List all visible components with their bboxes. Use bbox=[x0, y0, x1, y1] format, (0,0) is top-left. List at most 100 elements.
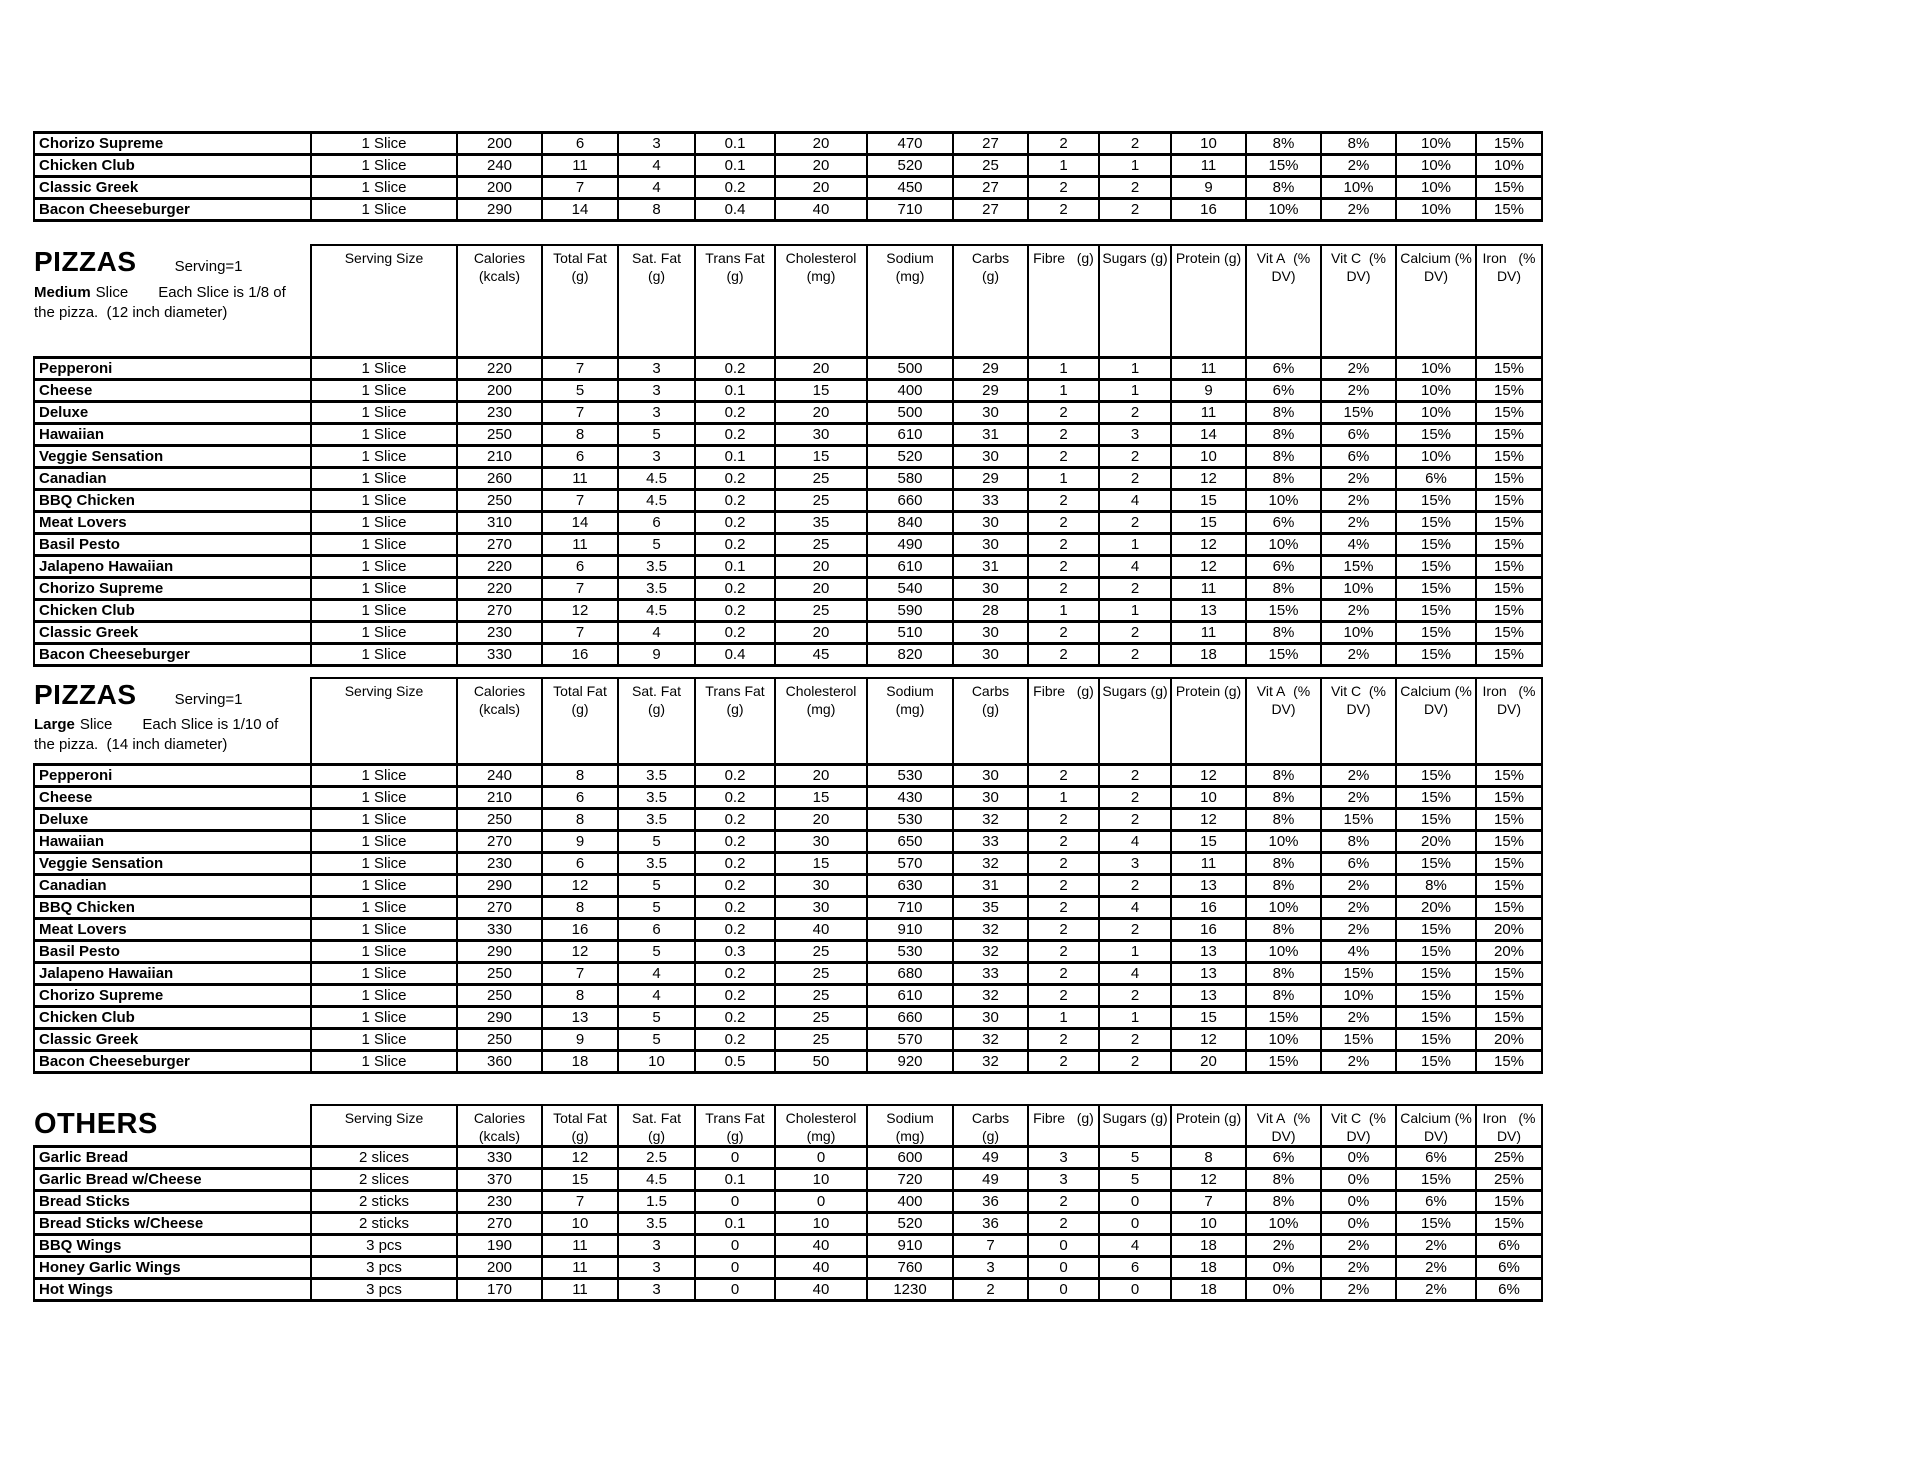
item-name-cell: Classic Greek bbox=[33, 175, 312, 200]
value-cell-trans-fat: 0.2 bbox=[694, 355, 776, 381]
table-row: Chicken Club 1 Slice 290 13 5 0.2 25 660 30 1 1 15 1… bbox=[33, 1005, 1543, 1030]
value-cell-calcium: 10% bbox=[1395, 399, 1477, 425]
value-cell-trans-fat: 0.2 bbox=[694, 597, 776, 623]
value-cell-carbs: 30 bbox=[952, 785, 1029, 810]
value-cell-total-fat: 12 bbox=[541, 597, 619, 623]
value-cell-calories: 330 bbox=[456, 641, 543, 667]
value-cell-sat-fat: 5 bbox=[617, 829, 696, 854]
value-cell-fibre: 2 bbox=[1027, 197, 1100, 222]
value-cell-sodium: 680 bbox=[866, 961, 954, 986]
value-cell-iron: 15% bbox=[1475, 895, 1543, 920]
value-cell-sodium: 610 bbox=[866, 983, 954, 1008]
value-cell-calories: 250 bbox=[456, 807, 543, 832]
value-cell-protein: 18 bbox=[1170, 1255, 1247, 1281]
item-name-cell: Deluxe bbox=[33, 399, 312, 425]
value-cell-iron: 15% bbox=[1475, 1189, 1543, 1215]
value-cell-total-fat: 18 bbox=[541, 1049, 619, 1074]
value-cell-vit-c: 2% bbox=[1320, 153, 1397, 178]
value-cell-vit-c: 2% bbox=[1320, 465, 1397, 491]
value-cell-calories: 330 bbox=[456, 917, 543, 942]
table-row: Chorizo Supreme 1 Slice 250 8 4 0.2 25 610 32 2 2 1… bbox=[33, 983, 1543, 1008]
value-cell-cholesterol: 30 bbox=[774, 873, 868, 898]
section-subtitle: Medium Slice Each Slice is 1/8 of bbox=[34, 284, 304, 301]
value-cell-carbs: 33 bbox=[952, 487, 1029, 513]
value-cell-vit-a: 15% bbox=[1245, 1049, 1322, 1074]
value-cell-total-fat: 8 bbox=[541, 421, 619, 447]
value-cell-calories: 250 bbox=[456, 421, 543, 447]
item-name-cell: Pepperoni bbox=[33, 355, 312, 381]
value-cell-sugars: 1 bbox=[1098, 939, 1172, 964]
value-cell-sugars: 2 bbox=[1098, 983, 1172, 1008]
value-cell-vit-a: 8% bbox=[1245, 443, 1322, 469]
value-cell-vit-a: 8% bbox=[1245, 131, 1322, 156]
value-cell-trans-fat: 0.2 bbox=[694, 785, 776, 810]
value-cell-cholesterol: 20 bbox=[774, 175, 868, 200]
value-cell-sugars: 1 bbox=[1098, 597, 1172, 623]
column-header-cholesterol: Cholesterol (mg) bbox=[774, 676, 868, 766]
value-cell-total-fat: 8 bbox=[541, 807, 619, 832]
value-cell-serving-size: 1 Slice bbox=[310, 131, 458, 156]
value-cell-trans-fat: 0 bbox=[694, 1277, 776, 1303]
value-cell-cholesterol: 25 bbox=[774, 487, 868, 513]
column-header-vit-a: Vit A (% DV) bbox=[1245, 244, 1322, 358]
value-cell-sugars: 1 bbox=[1098, 377, 1172, 403]
value-cell-calcium: 15% bbox=[1395, 1211, 1477, 1237]
value-cell-protein: 10 bbox=[1170, 131, 1247, 156]
value-cell-calories: 270 bbox=[456, 829, 543, 854]
value-cell-vit-a: 8% bbox=[1245, 399, 1322, 425]
value-cell-iron: 6% bbox=[1475, 1233, 1543, 1259]
value-cell-iron: 15% bbox=[1475, 355, 1543, 381]
value-cell-serving-size: 1 Slice bbox=[310, 175, 458, 200]
value-cell-calories: 200 bbox=[456, 1255, 543, 1281]
column-header-vit-a: Vit A (% DV) bbox=[1245, 1104, 1322, 1148]
item-name-cell: Chorizo Supreme bbox=[33, 983, 312, 1008]
section-title-line: OTHERS bbox=[34, 1108, 304, 1141]
column-header-vit-c: Vit C (% DV) bbox=[1320, 676, 1397, 766]
item-name-cell: Bacon Cheeseburger bbox=[33, 641, 312, 667]
value-cell-vit-c: 2% bbox=[1320, 873, 1397, 898]
column-header-calories: Calories (kcals) bbox=[456, 676, 543, 766]
value-cell-sodium: 720 bbox=[866, 1167, 954, 1193]
value-cell-total-fat: 15 bbox=[541, 1167, 619, 1193]
value-cell-calories: 220 bbox=[456, 553, 543, 579]
column-header-iron: Iron (% DV) bbox=[1475, 1104, 1543, 1148]
value-cell-iron: 15% bbox=[1475, 641, 1543, 667]
value-cell-fibre: 0 bbox=[1027, 1233, 1100, 1259]
value-cell-cholesterol: 50 bbox=[774, 1049, 868, 1074]
value-cell-sugars: 1 bbox=[1098, 153, 1172, 178]
value-cell-vit-c: 6% bbox=[1320, 851, 1397, 876]
value-cell-iron: 15% bbox=[1475, 1211, 1543, 1237]
value-cell-fibre: 2 bbox=[1027, 641, 1100, 667]
value-cell-trans-fat: 0.2 bbox=[694, 575, 776, 601]
value-cell-trans-fat: 0.2 bbox=[694, 807, 776, 832]
value-cell-calories: 230 bbox=[456, 399, 543, 425]
column-header-calcium: Calcium (% DV) bbox=[1395, 1104, 1477, 1148]
value-cell-serving-size: 3 pcs bbox=[310, 1255, 458, 1281]
value-cell-sugars: 2 bbox=[1098, 763, 1172, 788]
table-row: Cheese 1 Slice 210 6 3.5 0.2 15 430 30 1 2 10 8% 2% 15… bbox=[33, 785, 1543, 810]
column-header-trans-fat: Trans Fat (g) bbox=[694, 1104, 776, 1148]
value-cell-carbs: 30 bbox=[952, 763, 1029, 788]
value-cell-calcium: 15% bbox=[1395, 619, 1477, 645]
value-cell-cholesterol: 30 bbox=[774, 829, 868, 854]
value-cell-sat-fat: 3.5 bbox=[617, 575, 696, 601]
value-cell-calcium: 2% bbox=[1395, 1277, 1477, 1303]
value-cell-iron: 20% bbox=[1475, 939, 1543, 964]
value-cell-sat-fat: 3 bbox=[617, 1277, 696, 1303]
value-cell-sodium: 650 bbox=[866, 829, 954, 854]
value-cell-carbs: 3 bbox=[952, 1255, 1029, 1281]
value-cell-vit-a: 8% bbox=[1245, 1167, 1322, 1193]
item-name-cell: Jalapeno Hawaiian bbox=[33, 553, 312, 579]
value-cell-trans-fat: 0.3 bbox=[694, 939, 776, 964]
value-cell-iron: 15% bbox=[1475, 197, 1543, 222]
table-row: Basil Pesto 1 Slice 270 11 5 0.2 25 490 30 2 1 12 10… bbox=[33, 531, 1543, 557]
value-cell-sugars: 2 bbox=[1098, 641, 1172, 667]
value-cell-vit-c: 2% bbox=[1320, 1049, 1397, 1074]
value-cell-calcium: 6% bbox=[1395, 1189, 1477, 1215]
value-cell-cholesterol: 25 bbox=[774, 1027, 868, 1052]
value-cell-serving-size: 1 Slice bbox=[310, 1005, 458, 1030]
value-cell-protein: 11 bbox=[1170, 399, 1247, 425]
value-cell-vit-a: 15% bbox=[1245, 153, 1322, 178]
value-cell-sugars: 0 bbox=[1098, 1189, 1172, 1215]
value-cell-calories: 310 bbox=[456, 509, 543, 535]
